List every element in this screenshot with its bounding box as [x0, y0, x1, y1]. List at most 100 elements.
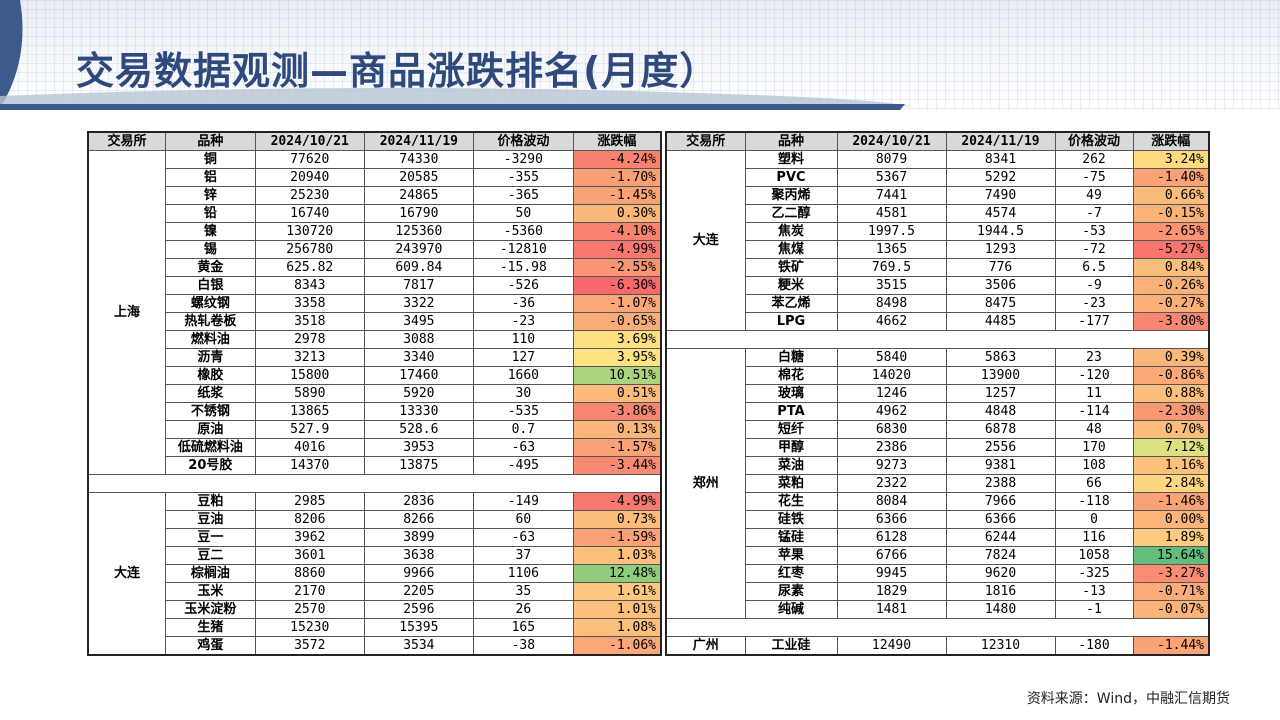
pct-change-cell: -1.44% — [1132, 636, 1210, 656]
price-start-cell: 2322 — [836, 474, 947, 493]
pct-change-cell: -4.10% — [572, 222, 662, 241]
table-row: 沥青 3213 3340 127 3.95% — [88, 348, 662, 367]
price-end-cell: 8266 — [363, 510, 474, 529]
commodity-cell: 锌 — [164, 186, 256, 205]
commodity-cell: 菜粕 — [744, 474, 838, 493]
commodity-cell: 20号胶 — [164, 456, 256, 475]
price-change-cell: 23 — [1054, 348, 1134, 367]
price-change-cell: -118 — [1054, 492, 1134, 511]
price-change-cell: -120 — [1054, 366, 1134, 385]
pct-change-cell: -0.65% — [572, 312, 662, 331]
price-change-cell: 66 — [1054, 474, 1134, 493]
price-start-cell: 4581 — [836, 204, 947, 223]
pct-change-cell: 7.12% — [1132, 438, 1210, 457]
commodity-cell: 铁矿 — [744, 258, 838, 277]
price-change-cell: -1 — [1054, 600, 1134, 619]
table-row: PTA 4962 4848 -114 -2.30% — [666, 402, 1210, 421]
price-start-cell: 15800 — [254, 366, 365, 385]
price-end-cell: 9620 — [945, 564, 1056, 583]
commodity-cell: 乙二醇 — [744, 204, 838, 223]
price-end-cell: 13330 — [363, 402, 474, 421]
pct-change-cell: 0.73% — [572, 510, 662, 529]
commodity-cell: 玉米 — [164, 582, 256, 601]
pct-change-cell: -4.99% — [572, 492, 662, 511]
price-start-cell: 9273 — [836, 456, 947, 475]
table-row: 花生 8084 7966 -118 -1.46% — [666, 492, 1210, 511]
price-start-cell: 3213 — [254, 348, 365, 367]
price-change-cell: -38 — [472, 636, 574, 656]
table-row: 生猪 15230 15395 165 1.08% — [88, 618, 662, 637]
commodity-cell: 螺纹钢 — [164, 294, 256, 313]
pct-change-cell: -2.65% — [1132, 222, 1210, 241]
table-row: 镍 130720 125360 -5360 -4.10% — [88, 222, 662, 241]
price-change-cell: -15.98 — [472, 258, 574, 277]
pct-change-cell: -0.15% — [1132, 204, 1210, 223]
pct-change-cell: -0.71% — [1132, 582, 1210, 601]
pct-change-cell: 2.84% — [1132, 474, 1210, 493]
pct-change-cell: 0.88% — [1132, 384, 1210, 403]
commodity-cell: 白银 — [164, 276, 256, 295]
table-row: 乙二醇 4581 4574 -7 -0.15% — [666, 204, 1210, 223]
pct-change-cell: -0.26% — [1132, 276, 1210, 295]
commodity-cell: 黄金 — [164, 258, 256, 277]
price-end-cell: 776 — [945, 258, 1056, 277]
commodity-cell: 焦煤 — [744, 240, 838, 259]
commodity-cell: 镍 — [164, 222, 256, 241]
table-row: 锰硅 6128 6244 116 1.89% — [666, 528, 1210, 547]
pct-change-cell: 0.51% — [572, 384, 662, 403]
price-end-cell: 2205 — [363, 582, 474, 601]
table-row: 上海铜 77620 74330 -3290 -4.24% — [87, 150, 662, 475]
price-end-cell: 1480 — [945, 600, 1056, 619]
table-row: 螺纹钢 3358 3322 -36 -1.07% — [88, 294, 662, 313]
pct-change-cell: 3.95% — [572, 348, 662, 367]
commodity-cell: PTA — [744, 402, 838, 421]
commodity-cell: 铜 — [164, 150, 256, 169]
price-start-cell: 25230 — [254, 186, 365, 205]
commodity-cell: PVC — [744, 168, 838, 187]
pct-change-cell: -3.27% — [1132, 564, 1210, 583]
table-row: 不锈钢 13865 13330 -535 -3.86% — [88, 402, 662, 421]
commodity-cell: 橡胶 — [164, 366, 256, 385]
pct-change-cell: 3.69% — [572, 330, 662, 349]
column-header: 2024/11/19 — [363, 131, 474, 151]
price-end-cell: 3322 — [363, 294, 474, 313]
price-start-cell: 1481 — [836, 600, 947, 619]
commodity-cell: 聚丙烯 — [744, 186, 838, 205]
commodity-cell: 菜油 — [744, 456, 838, 475]
header-row: 交易所 品种 2024/10/21 2024/11/19 价格波动 涨跌幅 — [87, 131, 662, 151]
price-start-cell: 8206 — [254, 510, 365, 529]
table-row: PVC 5367 5292 -75 -1.40% — [666, 168, 1210, 187]
table-row: 广州 工业硅 12490 12310 -180 -1.44% — [665, 636, 1210, 656]
price-change-cell: -75 — [1054, 168, 1134, 187]
price-start-cell: 9945 — [836, 564, 947, 583]
table-row: 黄金 625.82 609.84 -15.98 -2.55% — [88, 258, 662, 277]
price-start-cell: 77620 — [254, 150, 365, 169]
price-end-cell: 5292 — [945, 168, 1056, 187]
commodity-cell: 玉米淀粉 — [164, 600, 256, 619]
table-row: 豆油 8206 8266 60 0.73% — [88, 510, 662, 529]
price-start-cell: 7441 — [836, 186, 947, 205]
price-end-cell: 4485 — [945, 312, 1056, 331]
price-change-cell: 6.5 — [1054, 258, 1134, 277]
commodity-cell: 甲醇 — [744, 438, 838, 457]
price-start-cell: 8343 — [254, 276, 365, 295]
commodity-cell: 热轧卷板 — [164, 312, 256, 331]
pct-change-cell: 15.64% — [1132, 546, 1210, 565]
column-header: 2024/10/21 — [254, 131, 365, 151]
price-end-cell: 5863 — [945, 348, 1056, 367]
pct-change-cell: -1.46% — [1132, 492, 1210, 511]
price-change-cell: -72 — [1054, 240, 1134, 259]
price-start-cell: 6128 — [836, 528, 947, 547]
header-swoosh-decoration — [0, 0, 910, 110]
table-row: 聚丙烯 7441 7490 49 0.66% — [666, 186, 1210, 205]
commodity-cell: 红枣 — [744, 564, 838, 583]
pct-change-cell: -0.07% — [1132, 600, 1210, 619]
price-start-cell: 1829 — [836, 582, 947, 601]
pct-change-cell: -1.59% — [572, 528, 662, 547]
table-row: 菜油 9273 9381 108 1.16% — [666, 456, 1210, 475]
price-end-cell: 7824 — [945, 546, 1056, 565]
column-header: 交易所 — [87, 131, 166, 151]
pct-change-cell: 1.16% — [1132, 456, 1210, 475]
price-change-cell: 0 — [1054, 510, 1134, 529]
price-change-cell: -63 — [472, 528, 574, 547]
